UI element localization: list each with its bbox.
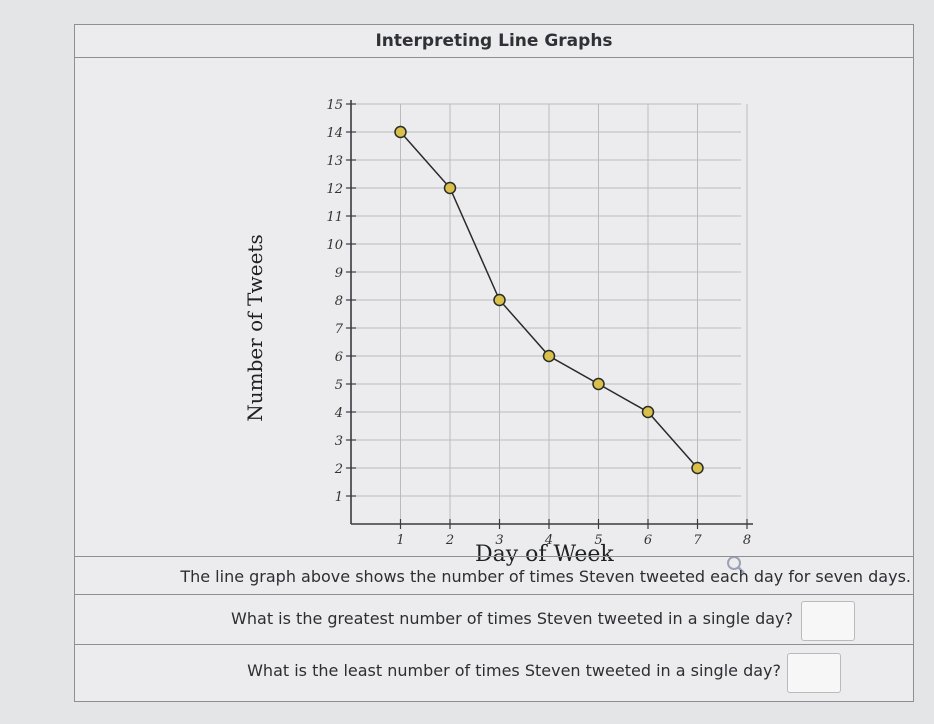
x-tick-label: 6 xyxy=(644,533,652,548)
line-chart: 1 2 3 4 5 6 7 8 9 10 11 12 13 14 15 1 2 3 4 5 6 7 8 Number of … xyxy=(75,58,913,574)
answer-input-least[interactable] xyxy=(787,653,841,693)
y-tick-label: 15 xyxy=(326,98,343,113)
description-text: The line graph above shows the number of… xyxy=(180,566,911,586)
x-tick-label: 4 xyxy=(544,533,553,548)
y-tick-label: 2 xyxy=(334,462,343,477)
magnifier-icon[interactable] xyxy=(725,554,747,576)
data-point xyxy=(443,181,457,195)
y-tick-label: 6 xyxy=(335,350,343,365)
y-tick-label: 12 xyxy=(326,182,343,197)
y-tick-label: 14 xyxy=(326,126,343,141)
data-point xyxy=(592,377,605,391)
y-tick-label: 5 xyxy=(335,378,343,393)
y-tick-label: 11 xyxy=(326,210,343,225)
x-axis-label: Day of Week xyxy=(475,542,614,567)
y-tick-label: 1 xyxy=(335,490,343,505)
title-text: Interpreting Line Graphs xyxy=(375,31,613,51)
data-point xyxy=(641,405,655,419)
y-tick-label: 9 xyxy=(335,266,343,281)
x-tick-label: 7 xyxy=(693,533,702,548)
y-tick-label: 4 xyxy=(334,406,343,421)
worksheet: Interpreting Line Graphs 1 2 3 4 5 6 7 8 9 10 11 12… xyxy=(74,24,914,702)
question-row-least: What is the least number of times Steven… xyxy=(75,644,913,702)
y-tick-label: 3 xyxy=(335,434,343,449)
data-point xyxy=(394,125,407,139)
x-tick-label: 1 xyxy=(396,533,404,548)
y-tick-label: 8 xyxy=(335,294,343,309)
question-greatest-text: What is the greatest number of times Ste… xyxy=(231,609,793,628)
y-tick-label: 10 xyxy=(326,238,343,253)
data-point xyxy=(542,349,556,363)
data-point xyxy=(691,461,704,475)
x-tick-label: 3 xyxy=(495,533,503,548)
x-tick-label: 5 xyxy=(594,533,602,548)
answer-input-greatest[interactable] xyxy=(801,601,855,641)
question-row-greatest: What is the greatest number of times Ste… xyxy=(75,594,913,645)
data-point xyxy=(493,293,506,307)
y-axis-label: Number of Tweets xyxy=(243,234,267,422)
worksheet-title: Interpreting Line Graphs xyxy=(75,25,913,58)
y-tick-label: 13 xyxy=(326,154,343,169)
question-least-text: What is the least number of times Steven… xyxy=(247,661,781,680)
x-tick-label: 2 xyxy=(445,533,454,548)
y-tick-label: 7 xyxy=(335,322,344,337)
description-row: The line graph above shows the number of… xyxy=(75,556,913,595)
x-tick-label: 8 xyxy=(743,533,751,548)
